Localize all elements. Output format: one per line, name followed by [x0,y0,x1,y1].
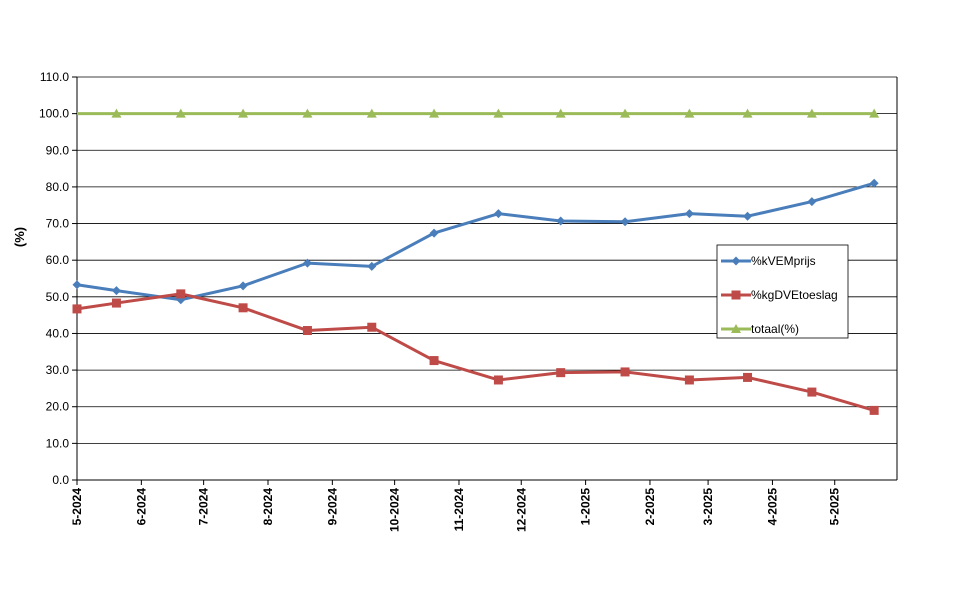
legend-marker [731,256,741,266]
y-tick-label: 10.0 [46,436,70,450]
y-tick-label: 60.0 [46,253,70,267]
x-tick-label: 6-2024 [134,488,148,526]
series-layer [72,108,880,415]
data-point [429,356,439,366]
x-tick-label: 7-2024 [197,488,211,526]
data-point [807,387,817,397]
data-point [869,108,880,118]
data-point [684,209,694,219]
series-line [76,292,875,412]
y-tick-label: 0.0 [52,473,69,487]
data-point [743,372,753,382]
legend-item: totaal(%) [721,322,799,336]
y-tick-label: 70.0 [46,217,70,231]
x-tick-label: 9-2024 [325,488,339,526]
y-tick-label: 100.0 [39,107,69,121]
data-point [869,178,879,188]
data-point [111,286,121,296]
data-point [238,108,249,118]
legend-label: totaal(%) [751,322,799,336]
x-axis-ticks: 5-2024 6-2024 7-2024 8-2024 9-2024 10-2024 11-… [70,480,842,532]
data-point [684,108,695,118]
data-point [684,375,694,385]
y-tick-label: 20.0 [46,400,70,414]
data-point [555,108,566,118]
x-tick-label: 5-2024 [70,488,84,526]
data-point [175,108,186,118]
x-tick-label: 12-2024 [514,488,528,532]
y-axis-ticks: 0.0 10.0 20.0 30.0 40.0 50.0 60.0 70.0 80.0 90.0 1… [39,70,77,487]
legend-item: %kVEMprijs [721,254,816,268]
data-point [238,303,248,313]
data-point [556,216,566,226]
y-tick-label: 110.0 [40,70,69,84]
data-point [620,217,630,227]
legend-item: %kgDVEtoeslag [721,288,838,302]
legend-marker [731,324,741,333]
y-tick-label: 30.0 [46,363,70,377]
data-point [743,211,753,221]
data-point [366,108,377,118]
data-point [807,197,817,207]
data-point [556,368,566,378]
series-2 [72,289,879,415]
data-point [302,326,312,336]
data-point [238,281,248,291]
data-point [493,108,504,118]
data-point [72,304,82,314]
data-point [620,367,630,377]
x-tick-label: 5-2025 [828,488,842,526]
data-point [111,108,122,118]
x-tick-label: 8-2024 [261,488,275,526]
legend: %kVEMprijs %kgDVEtoeslag totaal(%) [716,244,849,339]
data-point [869,405,879,415]
x-tick-label: 11-2024 [452,488,466,532]
legend-label: %kVEMprijs [751,254,816,268]
data-point [367,322,377,332]
y-tick-label: 50.0 [46,290,70,304]
plot-area-frame [76,77,898,481]
data-point [429,108,440,118]
data-point [806,108,817,118]
data-point [72,280,82,290]
data-point [493,209,503,219]
x-tick-label: 1-2025 [579,488,593,526]
data-point [429,228,439,238]
y-tick-label: 40.0 [46,326,70,340]
y-tick-label: 90.0 [46,143,70,157]
data-point [620,108,631,118]
x-tick-label: 10-2024 [388,488,402,532]
data-point [367,261,377,271]
y-axis-label: (%) [12,227,27,247]
data-point [302,258,312,268]
x-tick-label: 3-2025 [701,488,715,526]
data-point [302,108,313,118]
x-tick-label: 4-2025 [765,488,779,526]
data-point [493,375,503,385]
series-3 [77,108,880,118]
data-point [111,298,121,308]
data-point [176,289,186,299]
legend-label: %kgDVEtoeslag [751,288,838,302]
y-tick-label: 80.0 [46,180,70,194]
legend-marker [731,290,741,300]
x-tick-label: 2-2025 [643,488,657,526]
data-point [742,108,753,118]
